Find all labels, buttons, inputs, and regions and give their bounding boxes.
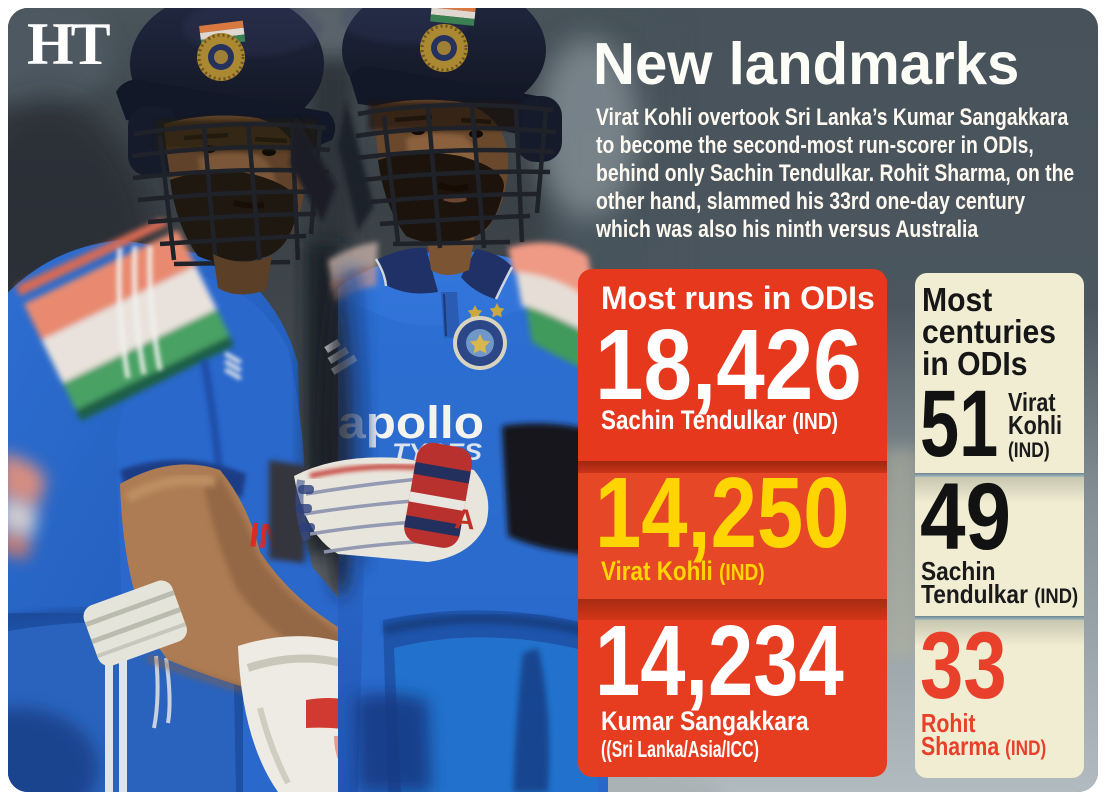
svg-text:HT: HT xyxy=(27,21,111,71)
svg-text:A: A xyxy=(454,503,476,535)
